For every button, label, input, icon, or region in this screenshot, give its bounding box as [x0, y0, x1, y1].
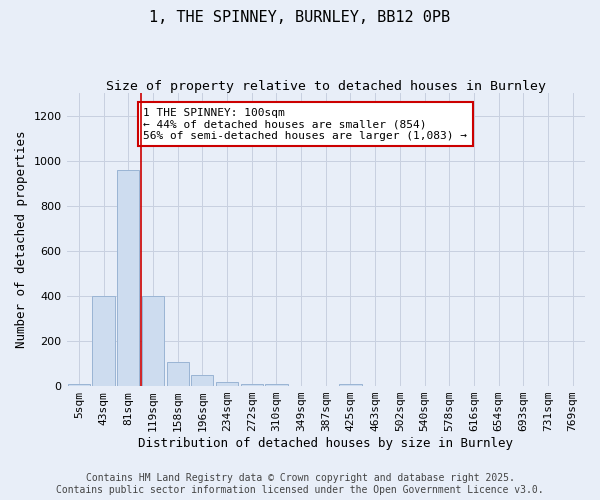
Bar [265, 384, 287, 386]
Bar [340, 384, 362, 386]
Y-axis label: Number of detached properties: Number of detached properties [15, 131, 28, 348]
Bar [142, 296, 164, 386]
Bar [117, 170, 139, 386]
X-axis label: Distribution of detached houses by size in Burnley: Distribution of detached houses by size … [138, 437, 513, 450]
Text: 1 THE SPINNEY: 100sqm
← 44% of detached houses are smaller (854)
56% of semi-det: 1 THE SPINNEY: 100sqm ← 44% of detached … [143, 108, 467, 141]
Bar [216, 382, 238, 386]
Bar [241, 384, 263, 386]
Bar [167, 362, 189, 386]
Bar [92, 296, 115, 386]
Title: Size of property relative to detached houses in Burnley: Size of property relative to detached ho… [106, 80, 546, 93]
Text: Contains HM Land Registry data © Crown copyright and database right 2025.
Contai: Contains HM Land Registry data © Crown c… [56, 474, 544, 495]
Bar [191, 375, 214, 386]
Text: 1, THE SPINNEY, BURNLEY, BB12 0PB: 1, THE SPINNEY, BURNLEY, BB12 0PB [149, 10, 451, 25]
Bar [68, 384, 90, 386]
